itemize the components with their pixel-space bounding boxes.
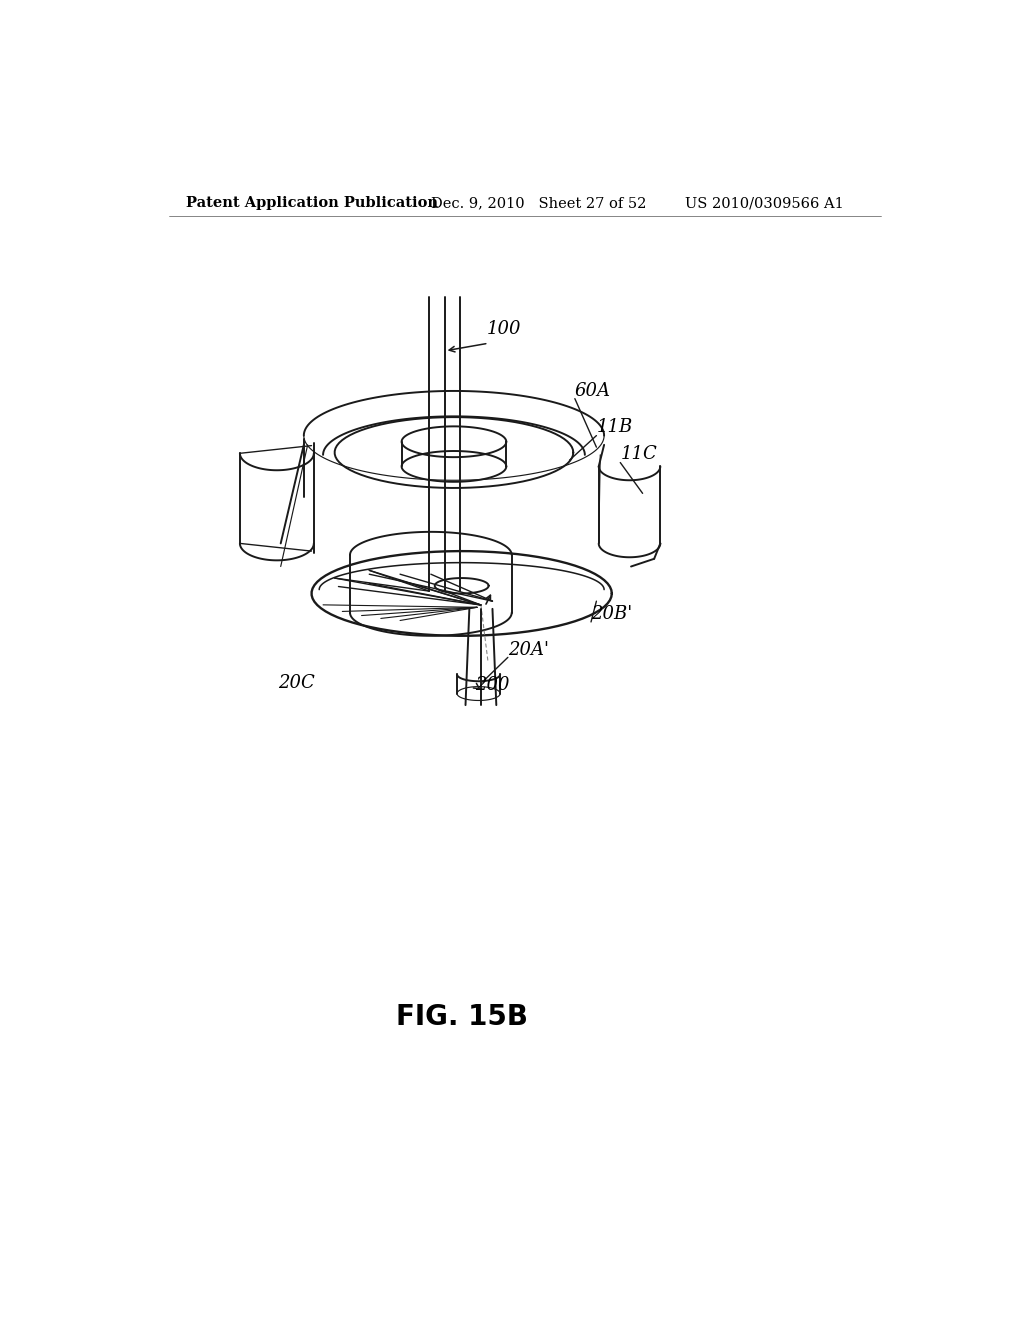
Text: 200: 200 — [475, 676, 510, 694]
Text: 20C: 20C — [279, 675, 315, 692]
Text: Dec. 9, 2010   Sheet 27 of 52: Dec. 9, 2010 Sheet 27 of 52 — [431, 197, 646, 210]
Text: FIG. 15B: FIG. 15B — [395, 1003, 527, 1031]
Text: 20B': 20B' — [591, 605, 632, 623]
Text: 20A': 20A' — [508, 642, 549, 659]
Text: 11C: 11C — [621, 445, 657, 463]
Text: Patent Application Publication: Patent Application Publication — [186, 197, 438, 210]
Text: US 2010/0309566 A1: US 2010/0309566 A1 — [685, 197, 844, 210]
Text: 11B: 11B — [596, 417, 633, 436]
Text: 100: 100 — [486, 319, 521, 338]
Text: 60A: 60A — [574, 381, 611, 400]
